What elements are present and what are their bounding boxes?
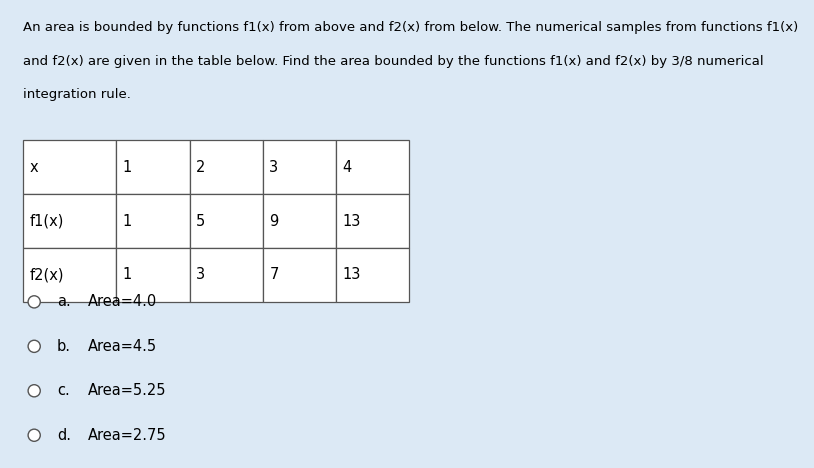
- Text: 3: 3: [269, 160, 278, 175]
- Text: 13: 13: [343, 213, 361, 229]
- Bar: [23, 194, 116, 248]
- Text: 7: 7: [269, 267, 279, 283]
- Text: 1: 1: [123, 267, 132, 283]
- Bar: [263, 194, 336, 248]
- Text: integration rule.: integration rule.: [23, 88, 131, 102]
- Text: 4: 4: [343, 160, 352, 175]
- Bar: [263, 248, 336, 302]
- Text: f2(x): f2(x): [29, 267, 63, 283]
- Text: 13: 13: [343, 267, 361, 283]
- Text: b.: b.: [57, 339, 71, 354]
- Text: 1: 1: [123, 213, 132, 229]
- Bar: [190, 248, 263, 302]
- Text: x: x: [29, 160, 38, 175]
- Text: Area=5.25: Area=5.25: [88, 383, 166, 398]
- Text: c.: c.: [57, 383, 70, 398]
- Bar: [190, 194, 263, 248]
- Bar: [23, 248, 116, 302]
- Ellipse shape: [28, 385, 40, 397]
- Bar: [116, 140, 190, 194]
- Text: f1(x): f1(x): [29, 213, 63, 229]
- Bar: [263, 140, 336, 194]
- Text: a.: a.: [57, 294, 71, 309]
- Bar: [116, 248, 190, 302]
- Ellipse shape: [28, 429, 40, 441]
- Text: and f2(x) are given in the table below. Find the area bounded by the functions f: and f2(x) are given in the table below. …: [23, 55, 764, 68]
- Text: 9: 9: [269, 213, 278, 229]
- Bar: [116, 194, 190, 248]
- Bar: [336, 140, 409, 194]
- Text: Area=2.75: Area=2.75: [88, 428, 167, 443]
- Text: Area=4.0: Area=4.0: [88, 294, 157, 309]
- Text: Area=4.5: Area=4.5: [88, 339, 157, 354]
- Text: d.: d.: [57, 428, 71, 443]
- Ellipse shape: [28, 340, 40, 352]
- Text: 3: 3: [196, 267, 205, 283]
- Text: 5: 5: [196, 213, 205, 229]
- Ellipse shape: [28, 296, 40, 308]
- Text: 2: 2: [196, 160, 206, 175]
- Bar: [336, 248, 409, 302]
- Bar: [190, 140, 263, 194]
- Text: 1: 1: [123, 160, 132, 175]
- Text: An area is bounded by functions f1(x) from above and f2(x) from below. The numer: An area is bounded by functions f1(x) fr…: [23, 21, 798, 34]
- Bar: [23, 140, 116, 194]
- Bar: [336, 194, 409, 248]
